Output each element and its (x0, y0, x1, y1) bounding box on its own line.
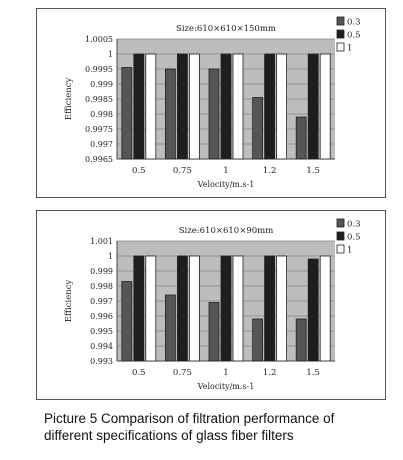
bar-1-1 (232, 255, 244, 362)
y-tick-label: 0.9975 (85, 125, 113, 134)
legend-label: 0.3 (347, 18, 361, 28)
bar-0_5-1 (220, 53, 232, 160)
bar-0_3-1_2 (252, 97, 264, 160)
y-axis-label: Efficiency (64, 280, 74, 323)
x-tick-label: 0.5 (132, 166, 146, 176)
y-tick-label: 0.996 (90, 312, 113, 321)
bar-1-1_5 (319, 53, 331, 160)
bar-0_3-1 (208, 302, 220, 362)
y-tick-label: 0.9995 (85, 65, 113, 74)
y-tick-label: 0.9965 (85, 155, 113, 164)
bar-1-0_75 (188, 53, 200, 160)
bar-0_5-0_5 (133, 53, 145, 160)
bar-0_3-0_5 (121, 67, 133, 160)
y-tick-label: 1 (108, 252, 113, 261)
bar-0_5-0_5 (133, 255, 145, 362)
bar-1-0_5 (145, 53, 157, 160)
x-tick-label: 1.5 (306, 368, 320, 378)
y-tick-label: 0.997 (90, 140, 113, 149)
chart-title: Size:610×610×150mm (176, 24, 276, 34)
bar-1-1 (232, 53, 244, 160)
y-tick-label: 0.999 (90, 80, 113, 89)
x-tick-label: 1.2 (263, 368, 277, 378)
legend-label: 0.5 (347, 31, 361, 41)
legend-label: 1 (347, 246, 352, 256)
x-tick-label: 1 (223, 368, 228, 378)
y-tick-label: 0.997 (90, 297, 113, 306)
y-axis-label: Efficiency (64, 78, 74, 121)
bar-0_3-1_5 (295, 116, 307, 160)
chart-title: Size:610×610×90mm (179, 226, 274, 236)
y-tick-label: 0.995 (90, 327, 113, 336)
bar-0_3-1 (208, 68, 220, 160)
y-tick-label: 0.999 (90, 267, 113, 276)
legend-swatch-1 (336, 42, 345, 52)
x-tick-label: 0.75 (173, 368, 192, 378)
legend-swatch-0_5 (336, 231, 345, 241)
bar-0_3-1_5 (295, 318, 307, 362)
y-tick-label: 0.994 (90, 342, 113, 351)
y-tick-label: 1.001 (90, 237, 113, 246)
bar-0_5-1_5 (307, 258, 319, 362)
bar-0_3-0_75 (164, 68, 176, 160)
bar-0_5-1_5 (307, 53, 319, 160)
y-tick-label: 0.993 (90, 357, 113, 366)
y-tick-label: 0.998 (90, 282, 113, 291)
bar-0_5-0_75 (176, 255, 188, 362)
bar-0_5-1_2 (264, 53, 276, 160)
x-axis-label: Velocity/m.s-1 (197, 382, 255, 391)
legend-swatch-0_5 (336, 29, 345, 39)
x-tick-label: 1 (223, 166, 228, 176)
legend-label: 0.3 (347, 220, 361, 230)
legend-swatch-0_3 (336, 16, 345, 26)
chart-90mm: Size:610×610×90mm 1.001 1 0.999 0.998 0.997 0.… (64, 218, 361, 391)
y-tick-label: 1 (108, 50, 113, 59)
bar-1-0_5 (145, 255, 157, 362)
caption-line-1: Picture 5 Comparison of filtration perfo… (44, 411, 335, 426)
chart-panel-150mm: Size:610×610×150mm 1.0005 1 0.9995 0.999 0.99… (36, 8, 386, 198)
bar-0_5-0_75 (176, 53, 188, 160)
legend-label: 0.5 (347, 233, 361, 243)
figure-caption: Picture 5 Comparison of filtration perfo… (44, 410, 396, 444)
chart-150mm: Size:610×610×150mm 1.0005 1 0.9995 0.999 0.99… (64, 16, 361, 189)
legend-swatch-0_3 (336, 218, 345, 228)
bar-1-1_5 (319, 255, 331, 362)
bar-0_3-0_75 (164, 294, 176, 362)
x-tick-label: 1.5 (306, 166, 320, 176)
legend-label: 1 (347, 44, 352, 54)
chart-panel-90mm: Size:610×610×90mm 1.001 1 0.999 0.998 0.997 0.… (36, 210, 386, 400)
x-tick-label: 0.75 (173, 166, 192, 176)
bar-0_3-1_2 (252, 318, 264, 362)
bar-1-1_2 (276, 255, 288, 362)
legend-swatch-1 (336, 244, 345, 254)
bar-0_3-0_5 (121, 281, 133, 362)
x-tick-label: 0.5 (132, 368, 146, 378)
bar-0_5-1 (220, 255, 232, 362)
bar-0_5-1_2 (264, 255, 276, 362)
y-tick-label: 0.9985 (85, 95, 113, 104)
caption-line-2: different specifications of glass fiber … (44, 428, 294, 443)
y-tick-label: 0.998 (90, 110, 113, 119)
x-tick-label: 1.2 (263, 166, 277, 176)
bar-1-0_75 (188, 255, 200, 362)
bar-1-1_2 (276, 53, 288, 160)
y-tick-label: 1.0005 (85, 35, 113, 44)
x-axis-label: Velocity/m.s-1 (197, 180, 255, 189)
